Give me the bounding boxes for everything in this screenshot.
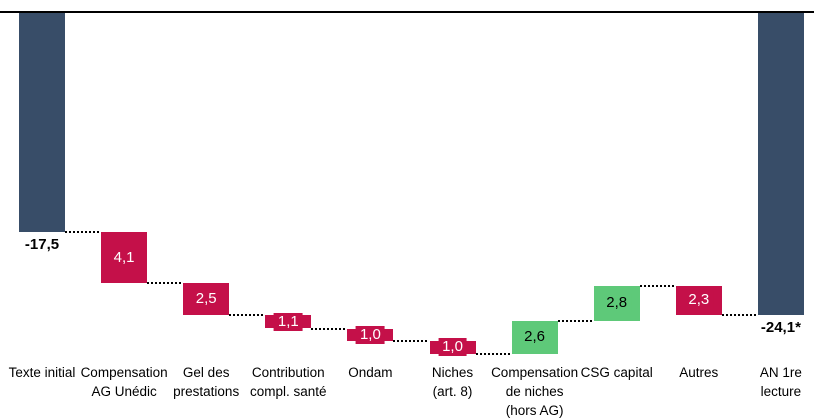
waterfall-bar: 1,0: [347, 325, 394, 344]
bar-value-label: 2,5: [191, 290, 221, 309]
waterfall-bar: [757, 13, 804, 315]
waterfall-bar: 2,6: [511, 320, 558, 354]
waterfall-bar: 2,5: [183, 283, 230, 315]
category-label: Gel des prestations: [173, 365, 240, 399]
category-label: Ondam: [348, 365, 393, 380]
bar-value-label: 4,1: [109, 248, 139, 267]
connector-line: [147, 282, 184, 285]
connector-line: [393, 340, 430, 343]
waterfall-bar: 2,3: [675, 285, 722, 315]
connector-line: [229, 313, 266, 316]
connector-line: [557, 319, 594, 322]
category-label: AN 1re lecture: [759, 365, 802, 399]
bar-value-label: 2,3: [684, 291, 714, 310]
bar-value-label: 1,0: [355, 325, 385, 344]
category-label: Autres: [679, 365, 719, 380]
connector-line: [639, 284, 676, 287]
connector-line: [721, 313, 758, 316]
category-label: Texte initial: [8, 365, 76, 380]
category-label: Compensation de niches (hors AG): [491, 365, 579, 418]
waterfall-bar: 1,0: [429, 338, 476, 357]
waterfall-bar: 2,8: [593, 285, 640, 321]
total-value-label: -17,5: [24, 236, 60, 254]
bar-value-label: 1,0: [438, 338, 467, 357]
zero-baseline: [0, 11, 814, 13]
category-label: Niches (art. 8): [431, 365, 474, 399]
total-value-label: -24,1*: [760, 318, 801, 336]
connector-line: [311, 327, 348, 330]
waterfall-bar: 1,1: [265, 312, 312, 331]
category-label: CSG capital: [580, 365, 653, 380]
bar-value-label: 2,8: [602, 294, 632, 313]
waterfall-bar: [19, 13, 65, 233]
category-label: Contribution compl. santé: [250, 365, 327, 399]
connector-line: [475, 352, 512, 355]
bar-value-label: 1,1: [273, 312, 303, 331]
category-label: Compensation AG Unédic: [80, 365, 168, 399]
bar-value-label: 2,6: [520, 328, 550, 347]
connector-line: [65, 231, 102, 234]
waterfall-bar: 4,1: [101, 232, 148, 284]
